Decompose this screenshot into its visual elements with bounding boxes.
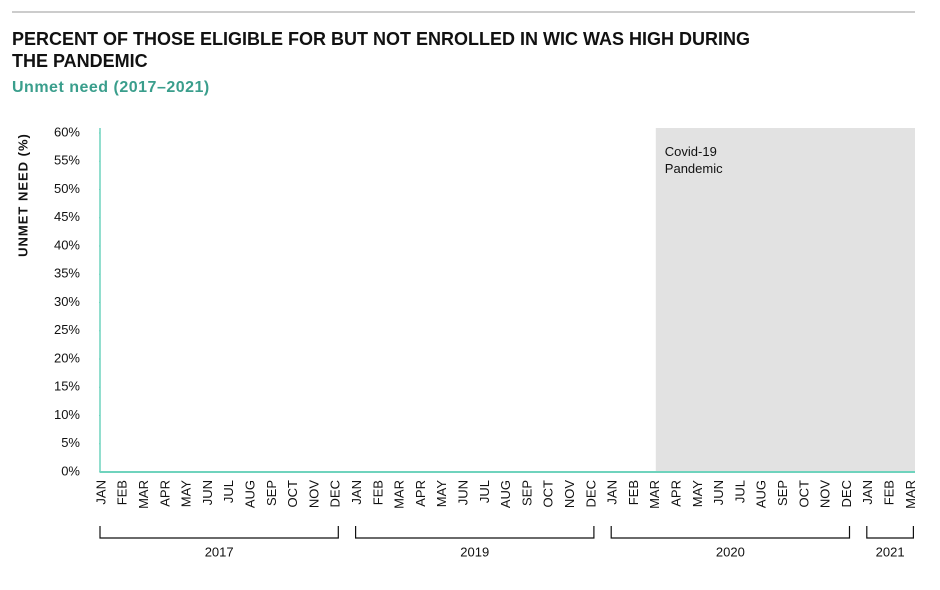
x-tick-label: SEP xyxy=(519,480,534,506)
shade-label: Covid-19 Pandemic xyxy=(664,144,723,176)
year-bracket xyxy=(610,526,851,539)
y-tick-label: 0% xyxy=(61,463,80,478)
year-label: 2020 xyxy=(716,544,745,559)
x-tick-label: MAY xyxy=(690,480,705,508)
chart-subtitle: Unmet need (2017–2021) xyxy=(12,79,210,96)
y-tick-label: 25% xyxy=(54,322,80,337)
y-tick-label: 15% xyxy=(54,379,80,394)
x-tick-label: NOV xyxy=(306,480,321,509)
y-tick-label: 50% xyxy=(54,181,80,196)
x-tick-label: APR xyxy=(413,480,428,507)
x-tick-label: SEP xyxy=(775,480,790,506)
x-tick-label: DEC xyxy=(839,480,854,507)
year-label: 2017 xyxy=(205,544,234,559)
y-tick-label: 60% xyxy=(54,124,80,139)
y-tick-label: 5% xyxy=(61,435,80,450)
x-tick-label: APR xyxy=(669,480,684,507)
x-tick-label: JUN xyxy=(711,480,726,505)
year-bracket xyxy=(99,526,339,539)
x-tick-label: MAR xyxy=(392,480,407,509)
x-tick-label: JAN xyxy=(349,480,364,505)
year-bracket xyxy=(866,526,914,539)
x-tick-label: MAY xyxy=(434,480,449,508)
x-tick-label: JUN xyxy=(456,480,471,505)
x-tick-label: NOV xyxy=(562,480,577,509)
x-tick-label: OCT xyxy=(541,480,556,508)
x-tick-label: MAY xyxy=(179,480,194,508)
year-bracket xyxy=(355,526,595,539)
x-tick-label: OCT xyxy=(796,480,811,508)
x-tick-label: FEB xyxy=(882,480,897,505)
x-tick-label: JUL xyxy=(221,480,236,503)
x-tick-label: MAR xyxy=(903,480,918,509)
x-tick-label: FEB xyxy=(370,480,385,505)
x-tick-label: FEB xyxy=(626,480,641,505)
year-label: 2019 xyxy=(460,544,489,559)
x-tick-label: SEP xyxy=(264,480,279,506)
pandemic-shade xyxy=(655,128,915,472)
y-tick-label: 45% xyxy=(54,209,80,224)
y-tick-label: 30% xyxy=(54,294,80,309)
x-tick-label: JAN xyxy=(93,480,108,505)
y-tick-label: 40% xyxy=(54,237,80,252)
x-tick-label: MAR xyxy=(136,480,151,509)
x-tick-label: JUL xyxy=(477,480,492,503)
y-tick-label: 20% xyxy=(54,350,80,365)
x-tick-label: JAN xyxy=(605,480,620,505)
chart-title: PERCENT OF THOSE ELIGIBLE FOR BUT NOT EN… xyxy=(12,29,750,71)
x-tick-label: OCT xyxy=(285,480,300,508)
x-tick-label: JAN xyxy=(860,480,875,505)
y-axis-label: UNMET NEED (%) xyxy=(15,133,30,257)
x-tick-label: NOV xyxy=(818,480,833,509)
year-label: 2021 xyxy=(876,544,905,559)
x-tick-label: JUN xyxy=(200,480,215,505)
x-tick-label: DEC xyxy=(328,480,343,507)
x-tick-label: AUG xyxy=(754,480,769,508)
x-tick-label: DEC xyxy=(583,480,598,507)
x-tick-label: AUG xyxy=(243,480,258,508)
y-tick-label: 10% xyxy=(54,407,80,422)
x-tick-label: FEB xyxy=(115,480,130,505)
x-tick-label: JUL xyxy=(732,480,747,503)
y-tick-label: 35% xyxy=(54,266,80,281)
x-tick-label: AUG xyxy=(498,480,513,508)
x-tick-label: APR xyxy=(157,480,172,507)
x-tick-label: MAR xyxy=(647,480,662,509)
y-tick-label: 55% xyxy=(54,153,80,168)
